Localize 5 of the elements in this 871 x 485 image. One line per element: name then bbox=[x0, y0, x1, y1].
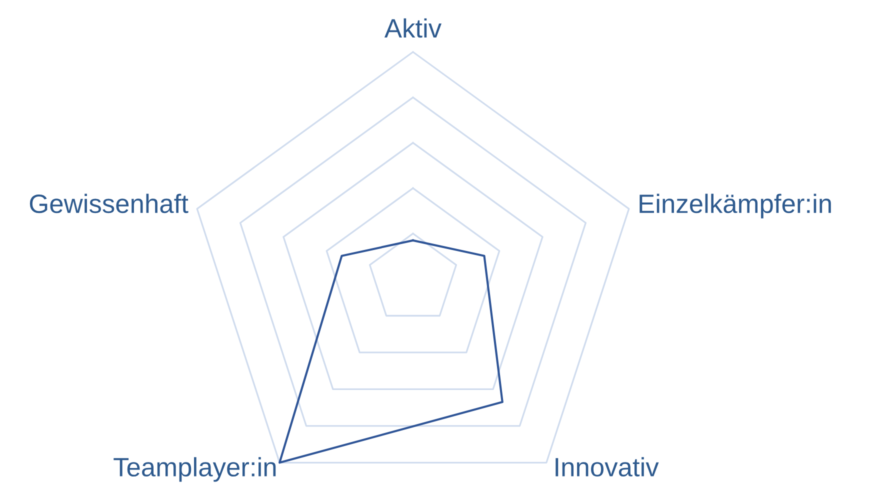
spoke-label: Einzelkämpfer:in bbox=[640, 194, 831, 218]
spoke-label: Innovativ bbox=[556, 457, 659, 477]
spoke-label: Aktiv bbox=[384, 18, 442, 38]
spoke-label: Teamplayer:in bbox=[114, 457, 276, 482]
spoke-label: Gewissenhaft bbox=[30, 194, 188, 214]
